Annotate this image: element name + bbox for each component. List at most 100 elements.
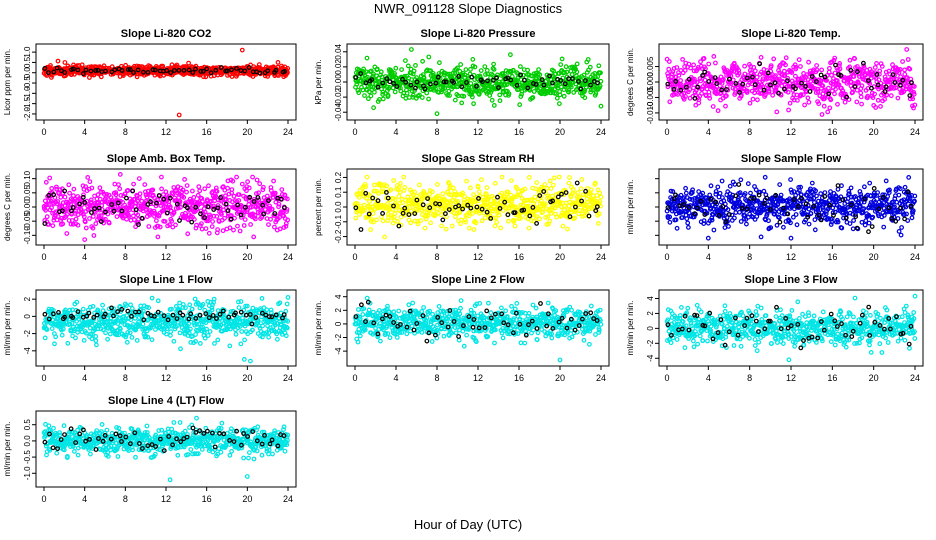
- data-point: [497, 92, 503, 98]
- data-point: [738, 219, 744, 224]
- data-point: [506, 218, 511, 224]
- data-point: [112, 204, 118, 210]
- data-point: [433, 86, 438, 91]
- reference-point: [525, 85, 531, 91]
- data-point: [242, 217, 248, 223]
- reference-point: [42, 65, 48, 71]
- data-point: [93, 342, 99, 348]
- data-point: [744, 221, 749, 227]
- data-point: [368, 93, 374, 99]
- data-point: [439, 223, 444, 229]
- data-point: [392, 89, 398, 95]
- data-point: [597, 198, 603, 204]
- data-point: [153, 203, 159, 209]
- reference-point: [827, 202, 833, 208]
- reference-point: [164, 68, 170, 73]
- data-point: [468, 66, 473, 72]
- reference-point: [502, 199, 508, 205]
- data-point: [354, 200, 360, 206]
- data-point: [245, 179, 251, 185]
- data-point: [117, 326, 123, 332]
- x-tick-label: 8: [123, 127, 128, 137]
- reference-point: [119, 68, 125, 73]
- reference-point: [811, 203, 817, 209]
- data-point: [54, 184, 59, 190]
- outlier-point: [434, 111, 440, 117]
- outlier-point: [904, 47, 910, 52]
- data-point: [91, 316, 97, 322]
- data-point: [126, 205, 132, 211]
- data-point: [682, 199, 687, 205]
- data-point: [870, 95, 876, 101]
- data-point: [170, 191, 176, 197]
- data-point: [482, 215, 488, 221]
- data-point: [876, 77, 882, 83]
- data-point: [113, 190, 119, 196]
- x-tick-label: 16: [514, 252, 524, 262]
- data-point: [832, 91, 837, 97]
- data-point: [268, 216, 274, 222]
- data-point: [219, 211, 224, 217]
- data-point: [437, 60, 442, 66]
- data-point: [835, 219, 841, 225]
- data-point: [547, 218, 553, 224]
- data-point: [185, 217, 191, 223]
- data-point: [171, 210, 177, 215]
- data-point: [112, 181, 118, 187]
- data-point: [565, 226, 570, 232]
- x-tick-label: 16: [202, 252, 212, 262]
- x-tick-label: 0: [664, 252, 669, 262]
- reference-point: [102, 209, 108, 215]
- data-point: [715, 108, 721, 114]
- data-point: [209, 224, 215, 230]
- data-point: [777, 62, 783, 68]
- reference-point: [200, 68, 206, 74]
- data-point: [157, 224, 163, 230]
- reference-point: [505, 75, 511, 81]
- data-point: [556, 174, 562, 180]
- data-point: [805, 95, 811, 101]
- data-point: [800, 92, 806, 98]
- data-point: [80, 306, 86, 312]
- data-point: [806, 59, 811, 65]
- reference-point: [768, 207, 773, 213]
- data-point: [870, 214, 876, 220]
- data-point: [66, 182, 72, 188]
- data-point: [462, 194, 468, 200]
- data-point: [367, 193, 373, 199]
- x-tick-label: 4: [706, 252, 711, 262]
- data-point: [121, 213, 127, 219]
- data-point: [364, 55, 370, 61]
- reference-point: [465, 202, 471, 208]
- data-point: [89, 336, 95, 342]
- data-point: [757, 91, 763, 96]
- data-point: [788, 220, 793, 226]
- data-point: [670, 189, 676, 194]
- reference-point: [761, 87, 767, 93]
- x-tick-label: 0: [41, 127, 46, 137]
- x-tick-label: 8: [434, 252, 439, 262]
- data-point: [184, 183, 190, 189]
- reference-point: [406, 212, 412, 218]
- data-point: [53, 334, 59, 340]
- reference-point: [278, 196, 284, 202]
- data-point: [44, 202, 49, 208]
- reference-point: [273, 67, 279, 73]
- data-point: [518, 94, 524, 99]
- data-point: [418, 192, 424, 198]
- data-point: [374, 66, 380, 72]
- data-point: [95, 200, 101, 206]
- data-point: [585, 57, 591, 62]
- y-tick-label: -0.1: [334, 214, 343, 228]
- data-point: [692, 76, 697, 82]
- reference-point: [777, 219, 783, 225]
- x-tick-label: 24: [596, 127, 606, 137]
- reference-point: [234, 66, 239, 71]
- reference-point: [119, 208, 125, 214]
- reference-point: [733, 193, 739, 199]
- reference-point: [70, 66, 76, 72]
- data-point: [368, 68, 374, 74]
- x-tick-label: 20: [555, 252, 565, 262]
- data-point: [848, 79, 854, 85]
- reference-point: [876, 206, 882, 212]
